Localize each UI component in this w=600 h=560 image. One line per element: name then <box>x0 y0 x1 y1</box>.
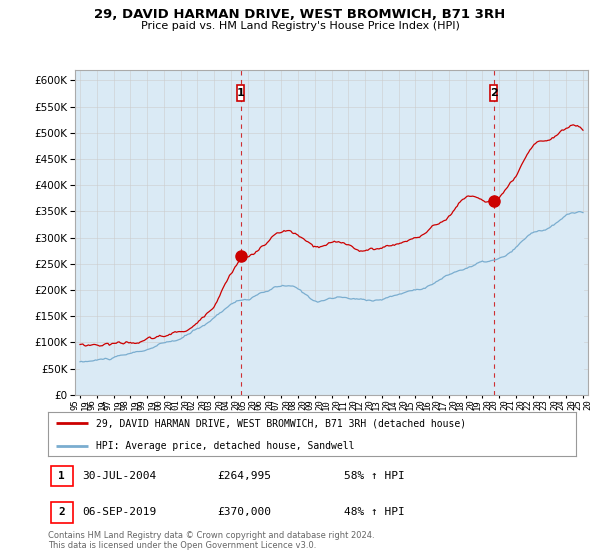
Text: 1: 1 <box>237 88 245 98</box>
Text: 29, DAVID HARMAN DRIVE, WEST BROMWICH, B71 3RH: 29, DAVID HARMAN DRIVE, WEST BROMWICH, B… <box>94 8 506 21</box>
Text: £264,995: £264,995 <box>217 471 271 481</box>
Text: 30-JUL-2004: 30-JUL-2004 <box>82 471 157 481</box>
Text: Price paid vs. HM Land Registry's House Price Index (HPI): Price paid vs. HM Land Registry's House … <box>140 21 460 31</box>
FancyBboxPatch shape <box>50 502 73 522</box>
Text: Contains HM Land Registry data © Crown copyright and database right 2024.
This d: Contains HM Land Registry data © Crown c… <box>48 531 374 550</box>
FancyBboxPatch shape <box>237 85 244 101</box>
Text: 2: 2 <box>490 88 497 98</box>
Text: 06-SEP-2019: 06-SEP-2019 <box>82 507 157 517</box>
FancyBboxPatch shape <box>50 466 73 487</box>
Text: HPI: Average price, detached house, Sandwell: HPI: Average price, detached house, Sand… <box>95 441 354 451</box>
Text: £370,000: £370,000 <box>217 507 271 517</box>
Text: 2: 2 <box>58 507 65 517</box>
FancyBboxPatch shape <box>490 85 497 101</box>
Text: 1: 1 <box>58 471 65 481</box>
Text: 48% ↑ HPI: 48% ↑ HPI <box>344 507 404 517</box>
Text: 58% ↑ HPI: 58% ↑ HPI <box>344 471 404 481</box>
Text: 29, DAVID HARMAN DRIVE, WEST BROMWICH, B71 3RH (detached house): 29, DAVID HARMAN DRIVE, WEST BROMWICH, B… <box>95 418 466 428</box>
